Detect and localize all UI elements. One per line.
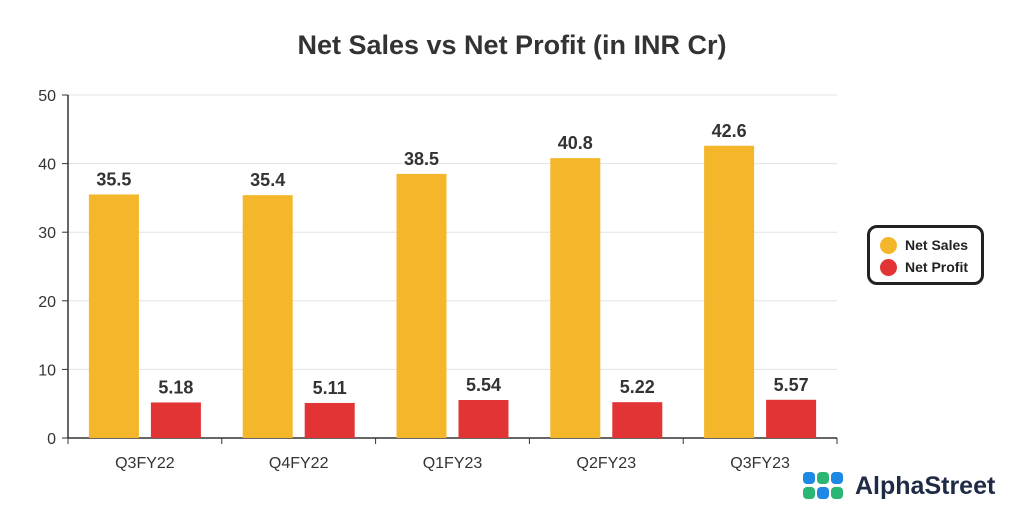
data-label: 42.6 (712, 121, 747, 141)
bar-net-sales (242, 195, 293, 438)
data-label: 5.57 (774, 375, 809, 395)
bar-net-sales (704, 145, 755, 438)
legend-item-net-profit: Net Profit (880, 256, 981, 278)
bar-net-sales (550, 158, 601, 438)
legend: Net Sales Net Profit (867, 225, 984, 285)
data-label: 35.4 (250, 170, 285, 190)
x-tick-label: Q4FY22 (269, 455, 329, 472)
data-label: 5.11 (313, 378, 347, 398)
y-tick-label: 0 (47, 431, 56, 448)
x-tick-label: Q1FY23 (423, 455, 483, 472)
bar-net-profit (304, 402, 355, 438)
data-label: 5.54 (466, 375, 501, 395)
legend-label-net-profit: Net Profit (905, 259, 968, 275)
data-label: 38.5 (404, 149, 439, 169)
legend-swatch-net-profit (880, 258, 897, 276)
brand: AlphaStreet (803, 470, 995, 502)
alphastreet-logo-icon (803, 472, 843, 499)
y-tick-label: 10 (38, 362, 56, 379)
data-label: 35.5 (96, 169, 131, 189)
x-tick-label: Q3FY22 (115, 455, 175, 472)
data-label: 40.8 (558, 133, 593, 153)
y-tick-label: 50 (38, 88, 56, 105)
y-tick-label: 40 (38, 157, 56, 174)
legend-swatch-net-sales (880, 236, 897, 254)
x-tick-label: Q3FY23 (730, 455, 790, 472)
legend-label-net-sales: Net Sales (905, 237, 969, 253)
bar-net-profit (766, 399, 817, 438)
bar-net-profit (458, 399, 509, 438)
bar-net-sales (396, 173, 447, 438)
y-tick-label: 30 (38, 225, 56, 242)
data-label: 5.22 (620, 377, 655, 397)
chart-title: Net Sales vs Net Profit (in INR Cr) (297, 30, 727, 60)
x-tick-label: Q2FY23 (577, 455, 637, 472)
bars (88, 145, 817, 438)
bar-net-profit (612, 402, 663, 438)
bar-net-profit (150, 402, 201, 438)
y-tick-label: 20 (38, 294, 56, 311)
brand-name: AlphaStreet (855, 471, 996, 500)
legend-item-net-sales: Net Sales (880, 234, 981, 256)
data-label: 5.18 (158, 377, 193, 397)
bar-net-sales (88, 194, 139, 438)
data-labels: 35.5 5.18 35.4 5.11 38.5 5.54 40.8 5.22 42.6 5.57 (96, 121, 808, 398)
